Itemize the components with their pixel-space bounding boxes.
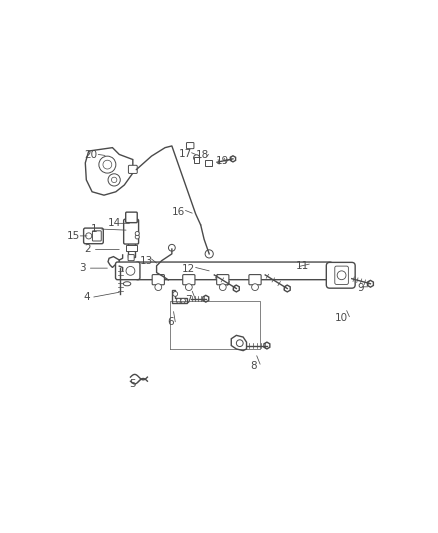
Text: 20: 20 bbox=[84, 150, 97, 160]
Circle shape bbox=[86, 233, 92, 239]
FancyBboxPatch shape bbox=[194, 157, 199, 163]
Text: 1: 1 bbox=[91, 224, 97, 234]
Text: 7: 7 bbox=[186, 295, 192, 305]
Circle shape bbox=[219, 284, 226, 290]
FancyBboxPatch shape bbox=[126, 212, 137, 223]
Polygon shape bbox=[172, 289, 187, 303]
Ellipse shape bbox=[129, 229, 133, 230]
Text: 9: 9 bbox=[357, 283, 364, 293]
FancyBboxPatch shape bbox=[187, 142, 194, 149]
Circle shape bbox=[337, 271, 346, 280]
FancyBboxPatch shape bbox=[124, 219, 138, 244]
Circle shape bbox=[155, 284, 162, 290]
Text: 12: 12 bbox=[182, 264, 195, 274]
Text: 5: 5 bbox=[129, 378, 135, 389]
FancyBboxPatch shape bbox=[217, 274, 229, 285]
Polygon shape bbox=[231, 335, 247, 351]
Polygon shape bbox=[85, 148, 133, 195]
FancyBboxPatch shape bbox=[128, 255, 134, 261]
FancyBboxPatch shape bbox=[326, 262, 355, 288]
Text: 15: 15 bbox=[67, 231, 80, 241]
Ellipse shape bbox=[124, 282, 131, 286]
Circle shape bbox=[185, 284, 192, 290]
Circle shape bbox=[111, 177, 117, 183]
FancyBboxPatch shape bbox=[128, 165, 137, 173]
FancyBboxPatch shape bbox=[205, 159, 212, 166]
FancyBboxPatch shape bbox=[116, 262, 140, 280]
Polygon shape bbox=[264, 342, 270, 349]
Circle shape bbox=[135, 231, 139, 236]
Circle shape bbox=[237, 340, 243, 346]
Text: 2: 2 bbox=[85, 245, 92, 254]
FancyBboxPatch shape bbox=[92, 231, 101, 241]
FancyBboxPatch shape bbox=[134, 262, 333, 280]
Text: 6: 6 bbox=[167, 317, 173, 327]
FancyBboxPatch shape bbox=[183, 274, 195, 285]
Circle shape bbox=[194, 155, 200, 161]
FancyBboxPatch shape bbox=[335, 266, 348, 285]
Text: 10: 10 bbox=[335, 313, 348, 324]
Polygon shape bbox=[230, 156, 236, 162]
Text: 19: 19 bbox=[216, 156, 230, 166]
Circle shape bbox=[135, 235, 139, 239]
Text: 4: 4 bbox=[83, 292, 90, 302]
Ellipse shape bbox=[127, 228, 135, 231]
FancyBboxPatch shape bbox=[152, 274, 164, 285]
Circle shape bbox=[176, 298, 181, 303]
Polygon shape bbox=[367, 280, 373, 287]
Circle shape bbox=[99, 156, 116, 173]
FancyBboxPatch shape bbox=[128, 231, 134, 256]
Text: 16: 16 bbox=[172, 207, 185, 217]
Polygon shape bbox=[284, 285, 290, 292]
Circle shape bbox=[251, 284, 258, 290]
Text: 14: 14 bbox=[107, 219, 121, 228]
Text: 8: 8 bbox=[250, 361, 257, 371]
Circle shape bbox=[173, 292, 178, 296]
Circle shape bbox=[169, 245, 175, 251]
Polygon shape bbox=[233, 285, 239, 292]
Text: 17: 17 bbox=[179, 149, 192, 159]
Circle shape bbox=[103, 160, 112, 169]
Circle shape bbox=[108, 174, 120, 186]
FancyBboxPatch shape bbox=[84, 228, 103, 244]
Polygon shape bbox=[118, 265, 123, 271]
Text: 11: 11 bbox=[296, 261, 309, 271]
Circle shape bbox=[126, 266, 135, 275]
Polygon shape bbox=[203, 295, 209, 302]
FancyBboxPatch shape bbox=[249, 274, 261, 285]
Text: 13: 13 bbox=[140, 256, 153, 265]
Circle shape bbox=[205, 250, 213, 258]
Circle shape bbox=[181, 298, 185, 303]
Polygon shape bbox=[108, 256, 119, 268]
Text: 3: 3 bbox=[80, 263, 86, 273]
FancyBboxPatch shape bbox=[126, 245, 137, 251]
Text: 18: 18 bbox=[196, 150, 209, 160]
